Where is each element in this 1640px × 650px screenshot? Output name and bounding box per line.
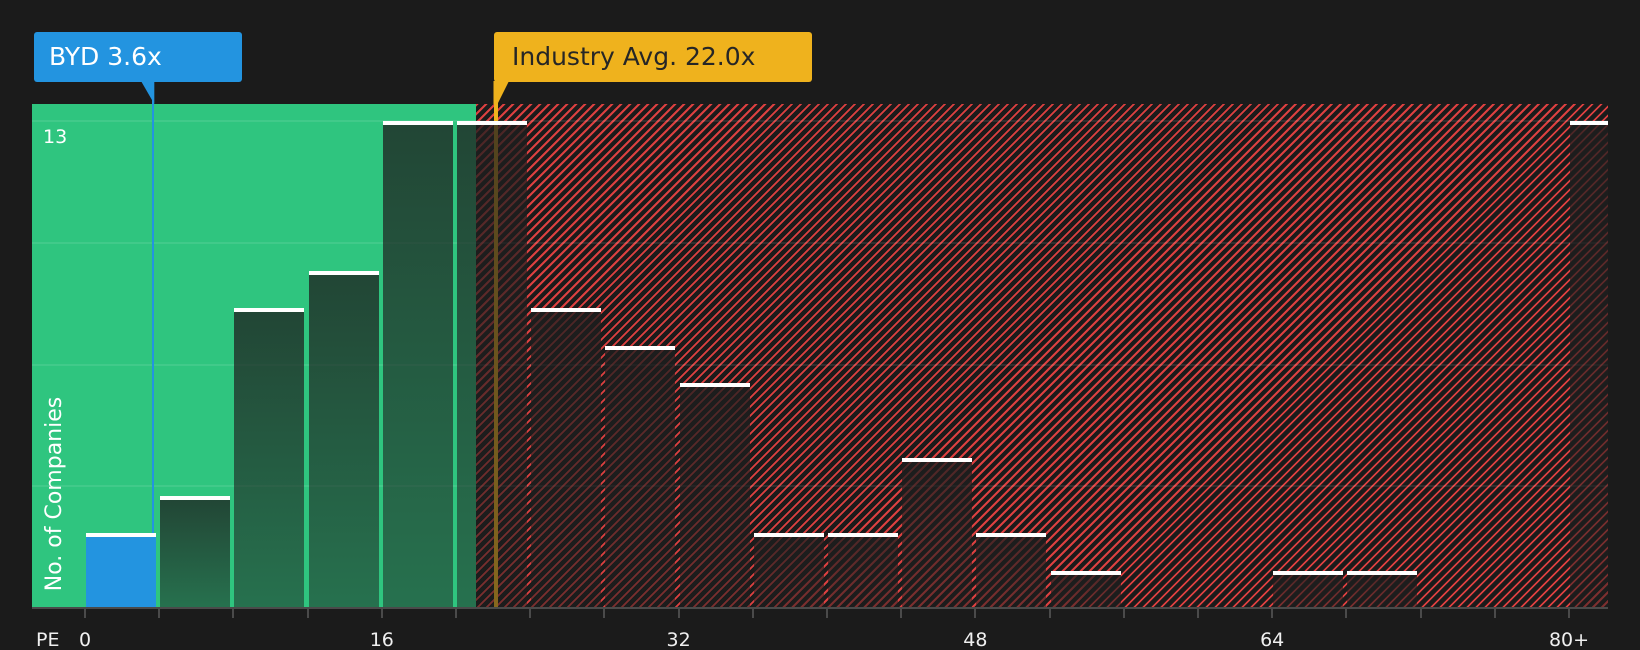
- x-axis-tick: [529, 609, 532, 618]
- histogram-bar: [1050, 570, 1121, 608]
- histogram-bar: [679, 383, 750, 608]
- y-axis-title: No. of Companies: [42, 396, 67, 592]
- histogram-bar-company: [86, 533, 156, 608]
- histogram-bar: [753, 533, 824, 608]
- x-axis-tick: [677, 609, 680, 618]
- x-axis-tick: [900, 609, 903, 618]
- x-axis-tick: [1419, 609, 1422, 618]
- histogram-bar: [1570, 121, 1608, 608]
- histogram-bar: [531, 308, 602, 608]
- industry-average-callout-label: Industry Avg. 22.0x: [512, 42, 756, 71]
- gridline: [32, 363, 1608, 366]
- x-axis-tick-label: 16: [369, 629, 394, 650]
- gridline: [32, 241, 1608, 244]
- histogram-bar: [976, 533, 1047, 608]
- x-axis-tick: [1493, 609, 1496, 618]
- x-axis-tick: [232, 609, 235, 618]
- gridline: [32, 120, 1608, 122]
- x-axis-tick: [1271, 609, 1274, 618]
- x-axis-tick: [306, 609, 309, 618]
- company-pe-callout: BYD 3.6x: [34, 32, 242, 82]
- x-axis-tick: [158, 609, 161, 618]
- company-pe-marker-line: [151, 82, 155, 608]
- x-axis-tick: [1197, 609, 1199, 618]
- x-axis-tick-label: 0: [78, 629, 92, 650]
- industry-average-callout: Industry Avg. 22.0x: [494, 32, 812, 82]
- gridline: [32, 485, 1608, 488]
- x-axis-tick-label: 80+: [1548, 629, 1590, 650]
- histogram-bar: [828, 533, 898, 608]
- histogram-bar: [457, 121, 527, 608]
- x-axis-tick: [455, 609, 457, 618]
- x-axis-tick-label: 64: [1260, 629, 1285, 650]
- company-pe-callout-label: BYD 3.6x: [49, 42, 162, 71]
- x-axis-tick: [974, 609, 977, 618]
- histogram-bar: [234, 308, 305, 608]
- x-axis-line: [32, 607, 1608, 609]
- x-axis-tick: [751, 609, 754, 618]
- x-axis-title: PE: [36, 629, 60, 650]
- x-axis-tick-label: 32: [666, 629, 691, 650]
- x-axis-tick: [1048, 609, 1051, 618]
- x-axis-tick: [1568, 609, 1570, 618]
- x-axis-tick: [603, 609, 606, 618]
- histogram-bar: [1273, 570, 1344, 608]
- x-axis-tick: [84, 609, 86, 618]
- histogram-bar: [1347, 570, 1418, 608]
- x-axis-tick: [1345, 609, 1348, 618]
- histogram-bar: [308, 270, 379, 608]
- x-axis-tick-label: 48: [963, 629, 988, 650]
- x-axis-tick: [380, 609, 383, 618]
- x-axis-tick: [1122, 609, 1125, 618]
- histogram-bar: [382, 121, 453, 608]
- histogram-bar: [605, 345, 676, 608]
- y-axis-max-label: 13: [43, 126, 68, 148]
- histogram-bar: [902, 458, 973, 608]
- x-axis-tick: [826, 609, 828, 618]
- histogram-bar: [160, 495, 231, 608]
